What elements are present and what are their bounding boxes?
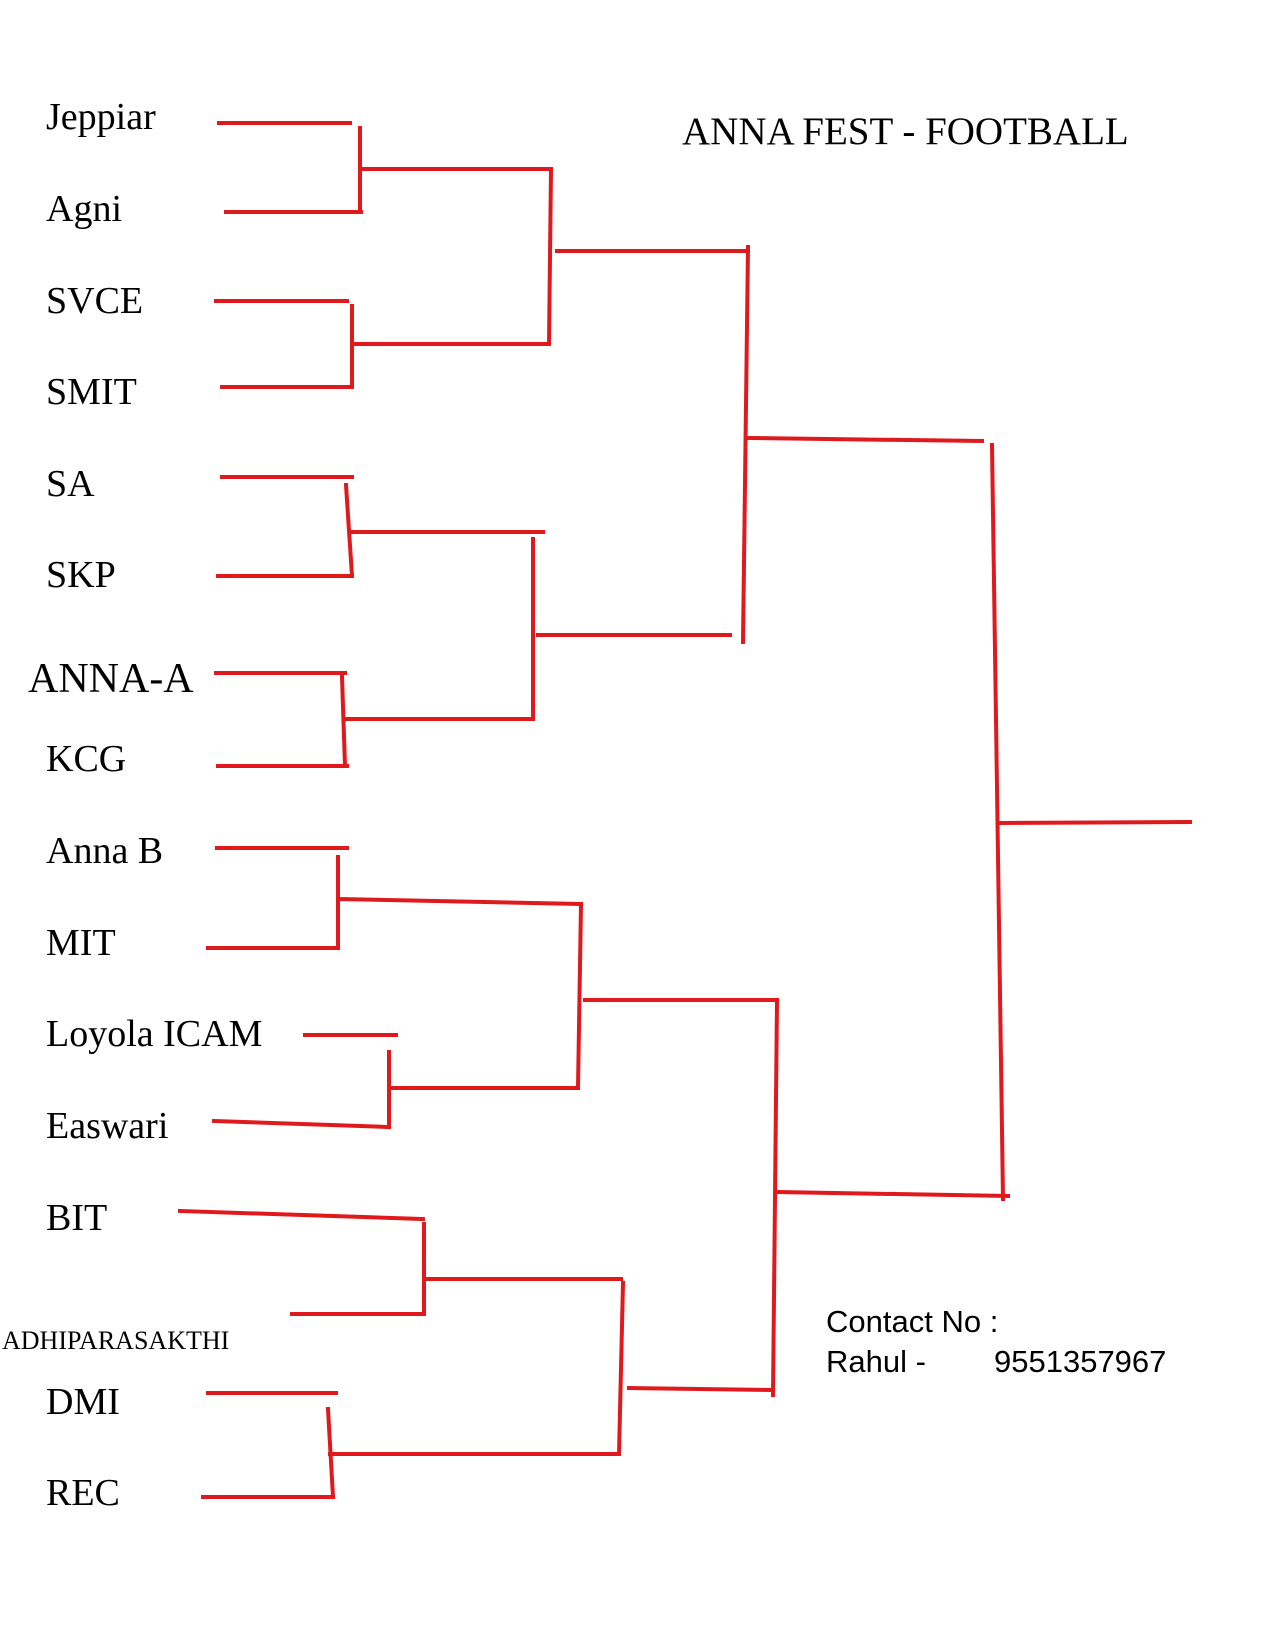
team-adhiparasakthi: ADHIPARASAKTHI [2, 1326, 230, 1355]
contact-heading: Contact No : [826, 1304, 999, 1339]
team-easwari: Easwari [46, 1105, 169, 1147]
bracket-line [626, 1385, 776, 1393]
team-kcg: KCG [46, 738, 127, 780]
bracket-line [339, 674, 348, 769]
bracket-line [770, 997, 780, 1398]
bracket-line [575, 901, 584, 1091]
bracket-line [997, 819, 1193, 826]
contact-info: Contact No : Rahul - 9551357967 [826, 1302, 1166, 1383]
team-agni: Agni [46, 188, 122, 230]
bracket-line [546, 166, 554, 347]
team-dmi: DMI [46, 1381, 120, 1423]
bracket-line [740, 244, 751, 645]
bracket-line [989, 442, 1006, 1202]
team-smit: SMIT [46, 371, 137, 413]
bracket-line [335, 896, 582, 907]
contact-number: 9551357967 [994, 1344, 1167, 1379]
team-anna-a: ANNA-A [28, 656, 194, 702]
team-anna-b: Anna B [46, 830, 164, 872]
team-jeppiar: Jeppiar [46, 96, 156, 138]
bracket-line [177, 1208, 426, 1222]
team-sa: SA [46, 463, 95, 505]
team-svce: SVCE [46, 280, 144, 322]
team-loyola-icam: Loyola ICAM [46, 1013, 263, 1055]
team-skp: SKP [46, 554, 116, 596]
bracket-line [616, 1280, 626, 1457]
bracket-line [343, 482, 355, 579]
bracket-line [775, 1189, 1011, 1199]
bracket-line [746, 435, 985, 444]
team-bit: BIT [46, 1197, 108, 1239]
team-mit: MIT [46, 922, 116, 964]
page-title: ANNA FEST - FOOTBALL [682, 110, 1129, 153]
bracket-line [211, 1118, 391, 1130]
contact-name: Rahul - [826, 1344, 926, 1380]
team-rec: REC [46, 1472, 120, 1514]
